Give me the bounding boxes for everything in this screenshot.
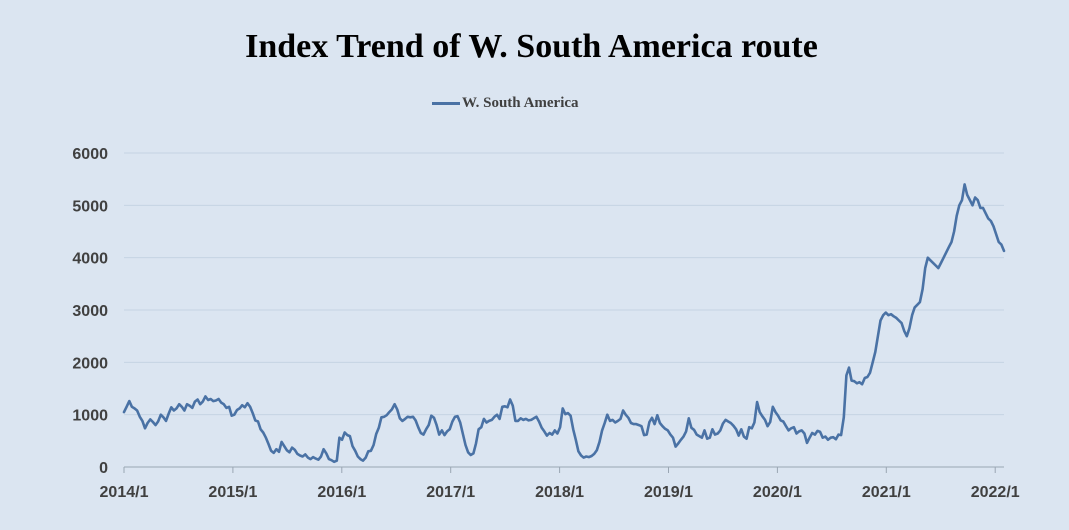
x-tick-label: 2017/1 xyxy=(426,484,475,501)
x-tick-label: 2014/1 xyxy=(100,484,149,501)
y-tick-label: 4000 xyxy=(72,251,108,268)
series-line-w-south-america xyxy=(122,183,1006,464)
y-tick-label: 1000 xyxy=(72,408,108,425)
x-tick-label: 2016/1 xyxy=(317,484,366,501)
x-tick-label: 2021/1 xyxy=(862,484,911,501)
y-tick-label: 5000 xyxy=(72,198,108,215)
legend: W. South America xyxy=(432,93,579,113)
y-tick-label: 3000 xyxy=(72,303,108,320)
chart-title: Index Trend of W. South America route xyxy=(245,28,818,65)
x-tick-label: 2020/1 xyxy=(753,484,802,501)
x-tick-label: 2022/1 xyxy=(971,484,1020,501)
x-tick-label: 2019/1 xyxy=(644,484,693,501)
legend-label: W. South America xyxy=(462,94,579,111)
y-tick-label: 2000 xyxy=(72,355,108,372)
y-tick-label: 0 xyxy=(99,460,108,477)
x-tick-label: 2015/1 xyxy=(208,484,257,501)
y-tick-label: 6000 xyxy=(72,146,108,163)
x-tick-label: 2018/1 xyxy=(535,484,584,501)
legend-swatch xyxy=(432,101,460,105)
